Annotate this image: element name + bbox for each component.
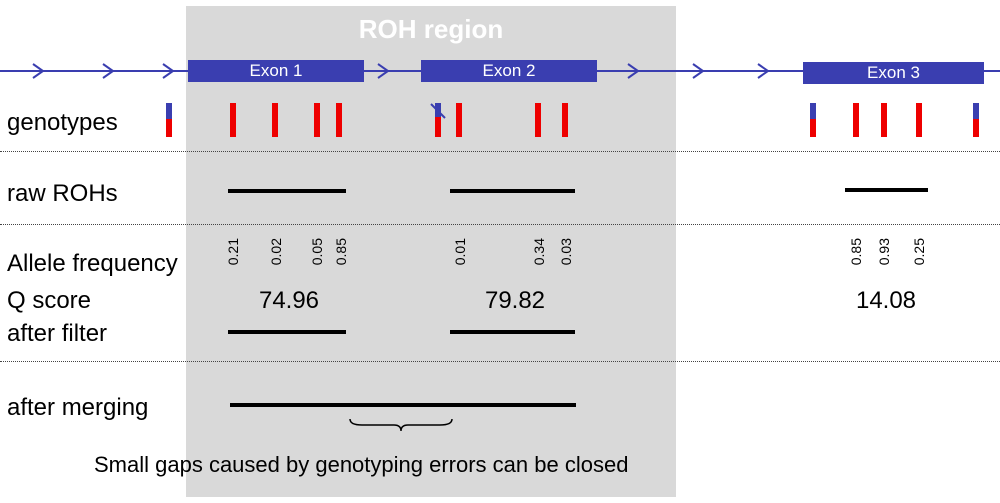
genotype-het-2 (810, 103, 816, 137)
roh-region-title: ROH region (358, 14, 504, 44)
genotype-hom-2 (272, 103, 278, 137)
exon-2: Exon 2 (421, 60, 597, 82)
genotype-het-3 (973, 103, 979, 137)
q-score-value: 79.82 (484, 287, 546, 314)
genotype-het-1 (166, 103, 172, 137)
q-score-value: 74.96 (258, 287, 320, 314)
label-after-filter: after filter (7, 320, 108, 347)
filtered-roh-1 (228, 330, 346, 334)
label-q-score: Q score (7, 287, 92, 314)
genotype-hom-7 (562, 103, 568, 137)
raw-roh-1 (228, 189, 346, 193)
genotype-hom-6 (535, 103, 541, 137)
genotype-hom-9 (881, 103, 887, 137)
exon-3: Exon 3 (803, 62, 984, 84)
genotype-hom-3 (314, 103, 320, 137)
label-allele-frequency: Allele frequency (7, 250, 178, 277)
direction-arrows (32, 63, 770, 79)
divider-2 (0, 224, 1000, 225)
label-after-merging: after merging (7, 394, 149, 421)
genotype-error-1 (430, 103, 446, 137)
filtered-roh-2 (450, 330, 575, 334)
raw-roh-3 (845, 188, 928, 192)
q-score-value: 14.08 (855, 287, 917, 314)
genotype-hom-8 (853, 103, 859, 137)
merged-roh (230, 403, 576, 407)
genotype-hom-4 (336, 103, 342, 137)
genotype-hom-1 (230, 103, 236, 137)
label-raw-rohs: raw ROHs (7, 180, 118, 207)
caption: Small gaps caused by genotyping errors c… (94, 452, 629, 477)
genotype-hom-10 (916, 103, 922, 137)
divider-3 (0, 361, 1000, 362)
genotype-hom-5 (456, 103, 462, 137)
roh-region-box (186, 6, 676, 497)
label-genotypes: genotypes (7, 109, 118, 136)
divider-1 (0, 151, 1000, 152)
exon-1: Exon 1 (188, 60, 364, 82)
raw-roh-2 (450, 189, 575, 193)
